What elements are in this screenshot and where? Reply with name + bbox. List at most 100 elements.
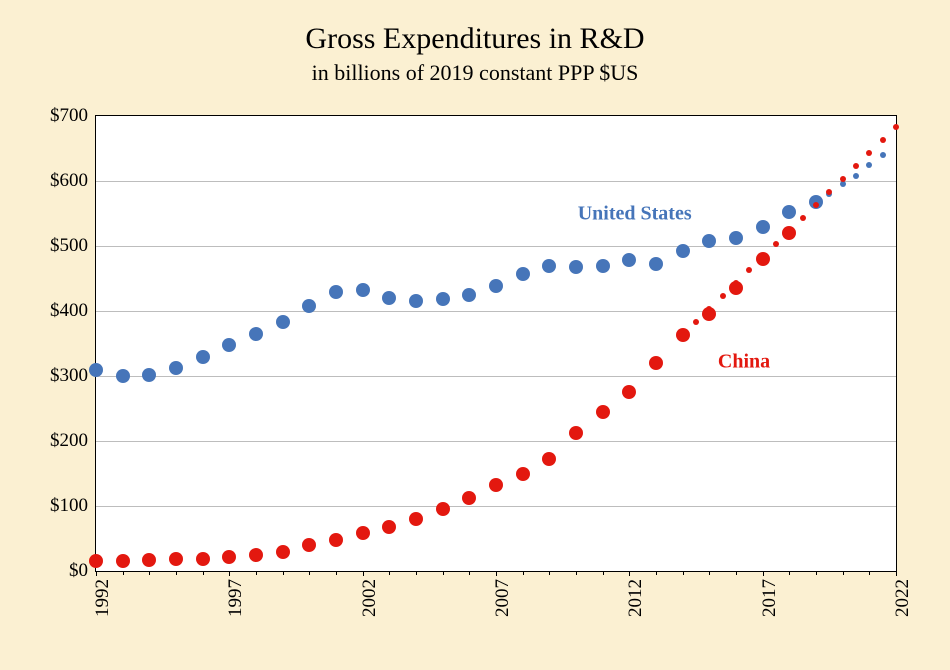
projection-marker — [893, 124, 899, 130]
projection-marker — [880, 137, 886, 143]
y-axis-label: $700 — [50, 105, 88, 127]
data-marker — [142, 553, 156, 567]
data-marker — [622, 253, 636, 267]
data-marker — [89, 363, 103, 377]
data-marker — [436, 292, 450, 306]
data-marker — [249, 327, 263, 341]
x-tick-minor — [176, 571, 177, 575]
projection-marker — [853, 173, 859, 179]
data-marker — [649, 257, 663, 271]
x-tick-minor — [843, 571, 844, 575]
y-axis-label: $200 — [50, 430, 88, 452]
data-marker — [569, 426, 583, 440]
y-axis-label: $600 — [50, 170, 88, 192]
x-tick-minor — [736, 571, 737, 575]
projection-marker — [800, 215, 806, 221]
y-axis-label: $500 — [50, 235, 88, 257]
x-tick-minor — [149, 571, 150, 575]
data-marker — [462, 288, 476, 302]
data-marker — [382, 520, 396, 534]
x-axis-label: 2022 — [892, 579, 914, 617]
projection-marker — [720, 293, 726, 299]
projection-marker — [840, 176, 846, 182]
x-tick-minor — [203, 571, 204, 575]
data-marker — [596, 259, 610, 273]
data-marker — [196, 552, 210, 566]
data-marker — [569, 260, 583, 274]
x-tick-major — [763, 571, 764, 576]
x-tick-minor — [576, 571, 577, 575]
data-marker — [302, 299, 316, 313]
data-marker — [222, 550, 236, 564]
gridline — [96, 311, 896, 312]
y-axis-label: $300 — [50, 365, 88, 387]
gridline — [96, 506, 896, 507]
chart-plot-area: $0$100$200$300$400$500$600$7001992199720… — [95, 115, 897, 572]
x-tick-minor — [336, 571, 337, 575]
data-marker — [516, 267, 530, 281]
data-marker — [676, 244, 690, 258]
projection-marker — [706, 306, 712, 312]
x-tick-minor — [283, 571, 284, 575]
x-tick-minor — [469, 571, 470, 575]
projection-marker — [786, 228, 792, 234]
x-axis-label: 2007 — [492, 579, 514, 617]
projection-marker — [773, 241, 779, 247]
x-tick-minor — [816, 571, 817, 575]
y-axis-label: $0 — [69, 560, 88, 582]
x-tick-major — [496, 571, 497, 576]
x-axis-label: 2012 — [625, 579, 647, 617]
data-marker — [489, 279, 503, 293]
gridline — [96, 441, 896, 442]
x-tick-major — [363, 571, 364, 576]
y-axis-label: $100 — [50, 495, 88, 517]
data-marker — [116, 369, 130, 383]
data-marker — [702, 234, 716, 248]
data-marker — [329, 533, 343, 547]
data-marker — [169, 361, 183, 375]
data-marker — [516, 467, 530, 481]
chart-title: Gross Expenditures in R&D — [0, 0, 950, 56]
x-tick-minor — [869, 571, 870, 575]
projection-marker — [760, 254, 766, 260]
data-marker — [356, 526, 370, 540]
x-tick-minor — [256, 571, 257, 575]
data-marker — [596, 405, 610, 419]
data-marker — [542, 452, 556, 466]
projection-marker — [733, 280, 739, 286]
data-marker — [196, 350, 210, 364]
data-marker — [729, 231, 743, 245]
data-marker — [249, 548, 263, 562]
data-marker — [276, 315, 290, 329]
x-tick-minor — [416, 571, 417, 575]
projection-marker — [866, 162, 872, 168]
series-label: China — [718, 350, 770, 373]
x-axis-label: 1997 — [225, 579, 247, 617]
x-axis-label: 2002 — [359, 579, 381, 617]
data-marker — [356, 283, 370, 297]
x-tick-minor — [683, 571, 684, 575]
projection-marker — [866, 150, 872, 156]
projection-marker — [680, 332, 686, 338]
x-tick-minor — [709, 571, 710, 575]
data-marker — [462, 491, 476, 505]
projection-marker — [880, 152, 886, 158]
y-axis-label: $400 — [50, 300, 88, 322]
x-tick-major — [896, 571, 897, 576]
data-marker — [756, 220, 770, 234]
x-tick-major — [229, 571, 230, 576]
projection-marker — [746, 267, 752, 273]
series-label: United States — [578, 202, 692, 225]
data-marker — [409, 512, 423, 526]
x-tick-minor — [603, 571, 604, 575]
data-marker — [622, 385, 636, 399]
data-marker — [222, 338, 236, 352]
x-tick-major — [96, 571, 97, 576]
gridline — [96, 376, 896, 377]
x-tick-major — [629, 571, 630, 576]
data-marker — [142, 368, 156, 382]
data-marker — [782, 205, 796, 219]
projection-marker — [826, 189, 832, 195]
x-tick-minor — [389, 571, 390, 575]
data-marker — [89, 554, 103, 568]
